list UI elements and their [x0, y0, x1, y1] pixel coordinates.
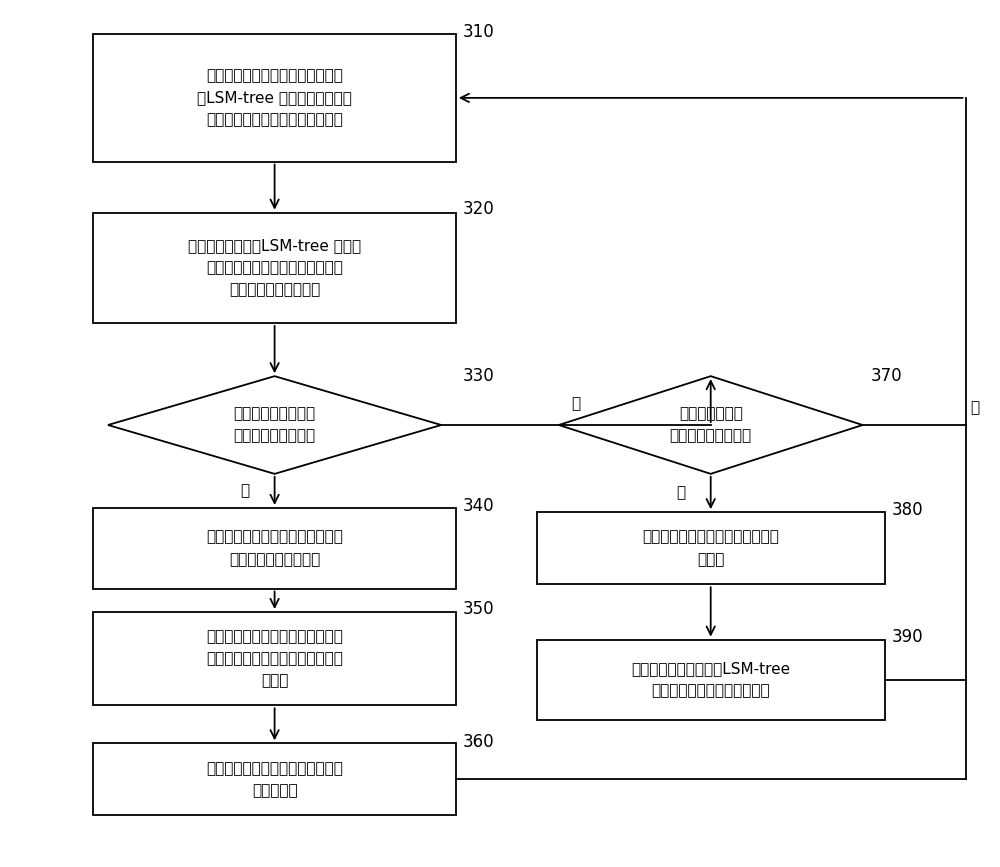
- Text: 390: 390: [892, 629, 924, 647]
- Text: 将所述当前操作层的上一层更新为
当前操作层: 将所述当前操作层的上一层更新为 当前操作层: [206, 760, 343, 798]
- Text: 否: 否: [571, 396, 581, 411]
- Text: 320: 320: [463, 200, 495, 218]
- Text: 按照第二合并算法，对当前操作层
中存储的数据进行合并: 按照第二合并算法，对当前操作层 中存储的数据进行合并: [206, 530, 343, 567]
- Polygon shape: [559, 376, 863, 474]
- Text: 380: 380: [892, 501, 924, 519]
- Text: 310: 310: [463, 23, 495, 42]
- Text: 350: 350: [463, 599, 494, 617]
- Text: 当前操作层存储数据
满足合并阈值条件？: 当前操作层存储数据 满足合并阈值条件？: [234, 407, 316, 444]
- Text: 330: 330: [463, 367, 495, 385]
- FancyBboxPatch shape: [93, 212, 456, 323]
- FancyBboxPatch shape: [93, 743, 456, 816]
- FancyBboxPatch shape: [93, 34, 456, 161]
- Text: 存储的内存数据
满足写入阈值条件？: 存储的内存数据 满足写入阈值条件？: [670, 407, 752, 444]
- Text: 在有数据写入内存时，将数据存储
于LSM-tree 内存索引结构的最
底层中并将最底层作为当前操作层: 在有数据写入内存时，将数据存储 于LSM-tree 内存索引结构的最 底层中并将…: [197, 68, 352, 127]
- FancyBboxPatch shape: [93, 612, 456, 706]
- Text: 340: 340: [463, 497, 494, 515]
- Text: 按照第一合并算法，对内存数据进
行合并: 按照第一合并算法，对内存数据进 行合并: [642, 530, 779, 567]
- FancyBboxPatch shape: [537, 640, 885, 720]
- Text: 370: 370: [870, 367, 902, 385]
- Text: 360: 360: [463, 733, 494, 751]
- Text: 否: 否: [970, 401, 980, 415]
- Text: 将合并后内存数据按照LSM-tree
磁盘索引结构写入磁盘文件中: 将合并后内存数据按照LSM-tree 磁盘索引结构写入磁盘文件中: [631, 662, 790, 699]
- FancyBboxPatch shape: [537, 512, 885, 584]
- Text: 是: 是: [677, 486, 686, 500]
- FancyBboxPatch shape: [93, 508, 456, 589]
- Text: 是: 是: [241, 483, 250, 499]
- Text: 根据当前操作层在LSM-tree 内存索
引结构中的位置，获取与当前操作
层对应的合并阈值条件: 根据当前操作层在LSM-tree 内存索 引结构中的位置，获取与当前操作 层对应…: [188, 238, 361, 297]
- Polygon shape: [108, 376, 441, 474]
- Text: 将合并结果存储于当前操作层的上
一层中，并删除当前操作层中存储
的数据: 将合并结果存储于当前操作层的上 一层中，并删除当前操作层中存储 的数据: [206, 629, 343, 688]
